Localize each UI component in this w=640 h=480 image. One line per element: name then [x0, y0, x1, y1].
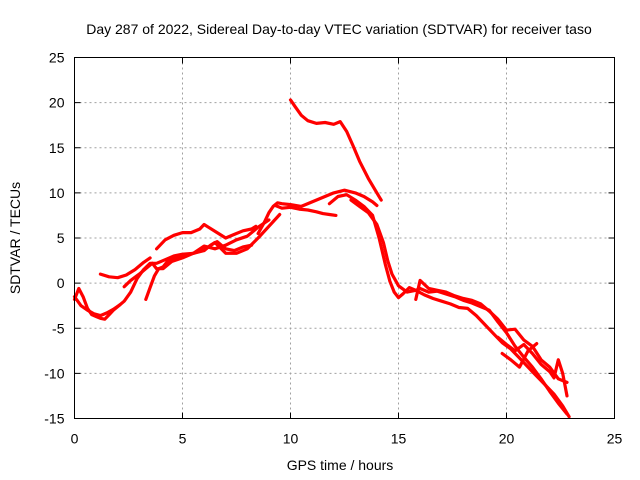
y-tick-label: -5 — [52, 320, 65, 336]
y-tick-label: 0 — [57, 275, 65, 291]
series-track-8 — [273, 203, 338, 217]
x-axis-label: GPS time / hours — [287, 457, 394, 473]
x-tick-label: 5 — [179, 431, 187, 447]
chart-title: Day 287 of 2022, Sidereal Day-to-day VTE… — [86, 21, 592, 37]
series-layer — [72, 98, 571, 419]
ticks: 0 5 10 15 20 25 -15 -10 -5 0 5 10 15 20 25 — [44, 50, 622, 447]
y-tick-label: 5 — [57, 230, 65, 246]
y-tick-label: 25 — [49, 50, 65, 66]
x-tick-label: 0 — [71, 431, 79, 447]
y-tick-label: -10 — [44, 365, 64, 381]
series-track-4 — [155, 222, 258, 251]
x-tick-label: 15 — [391, 431, 407, 447]
series-track-6 — [144, 240, 254, 301]
y-axis-label: SDTVAR / TECUs — [7, 182, 23, 294]
y-tick-label: 15 — [49, 140, 65, 156]
series-track-12 — [414, 278, 569, 384]
series-track-7 — [256, 188, 379, 236]
grid — [74, 57, 615, 419]
y-tick-label: 20 — [49, 95, 65, 111]
series-track-11 — [349, 198, 571, 419]
x-tick-label: 10 — [283, 431, 299, 447]
series-track-3 — [98, 256, 152, 280]
plot-frame — [74, 57, 615, 419]
series-track-9 — [288, 98, 383, 202]
y-tick-label: -15 — [44, 411, 64, 427]
series-track-13 — [496, 335, 569, 398]
x-tick-label: 20 — [499, 431, 515, 447]
series-track-14 — [500, 342, 539, 369]
series-track-2 — [72, 295, 122, 318]
y-tick-label: 10 — [49, 185, 65, 201]
x-tick-label: 25 — [607, 431, 623, 447]
